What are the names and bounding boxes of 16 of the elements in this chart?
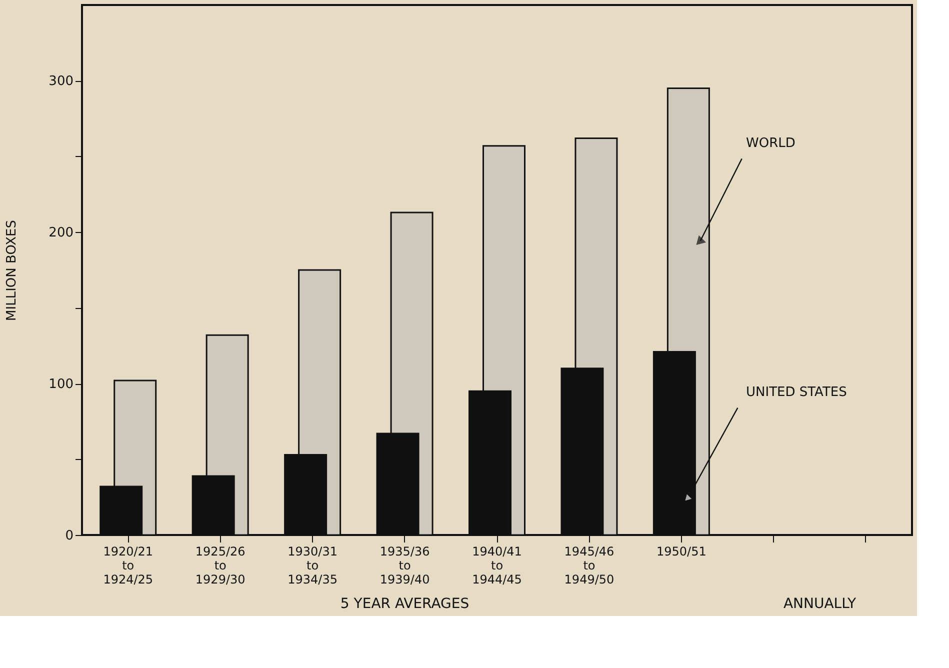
x-tick-label: 1930/31 to 1934/35 [288,544,338,586]
x-tick-label: 1940/41 to 1944/45 [472,544,522,586]
y-tick-label: 200 [48,226,74,241]
y-tick-label: 0 [65,528,74,544]
x-tick-label: 1950/51 [656,544,706,558]
text: UNITED STATES [746,384,847,400]
x-tick-label: 1945/46 to 1949/50 [564,544,614,586]
y-tick-label: 100 [48,377,74,392]
text: 5 YEAR AVERAGES [340,596,470,612]
text: WORLD [746,136,796,151]
text: ANNUALLY [783,596,857,612]
x-tick-label: 1935/36 to 1939/40 [380,544,430,586]
x-tick-label: 1920/21 to 1924/25 [103,544,154,586]
y-axis-title: MILLION BOXES [4,220,20,321]
y-tick-label: 300 [48,74,74,90]
x-tick-label: 1925/26 to 1929/30 [195,544,246,586]
